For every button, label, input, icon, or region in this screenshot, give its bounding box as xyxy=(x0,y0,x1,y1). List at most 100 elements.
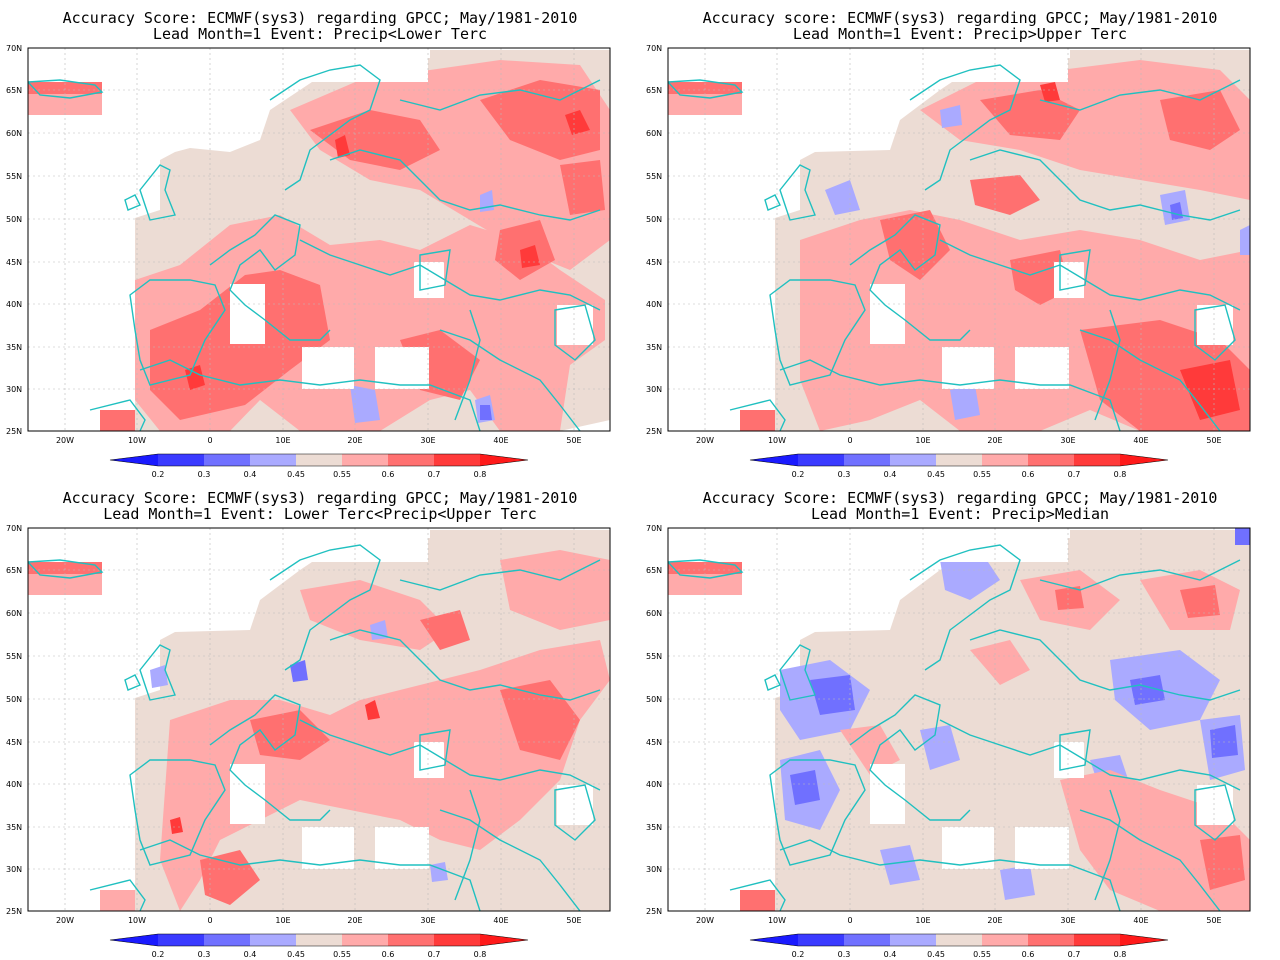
lat-label: 65N xyxy=(646,566,662,575)
lon-label: 50E xyxy=(1206,916,1221,925)
panel-subtitle: Lead Month=1 Event: Precip>Median xyxy=(810,505,1109,523)
colorbar-segment xyxy=(110,454,158,466)
map-frame xyxy=(27,47,611,432)
lon-label: 0 xyxy=(207,436,212,445)
map-panel-median: Accuracy Score: ECMWF(sys3) regarding GP… xyxy=(640,480,1280,960)
colorbar-segment xyxy=(982,454,1028,466)
lon-label: 10E xyxy=(275,436,290,445)
lat-label: 50N xyxy=(646,695,662,704)
lon-label: 20W xyxy=(696,436,714,445)
colorbar-segment xyxy=(1028,454,1074,466)
colorbar-segment xyxy=(110,934,158,946)
colorbar-segment xyxy=(480,934,528,946)
lat-label: 30N xyxy=(646,385,662,394)
lat-label: 70N xyxy=(646,44,662,53)
precip-score-field xyxy=(28,48,610,431)
coastlines xyxy=(668,544,1241,911)
lat-label: 70N xyxy=(6,524,22,533)
colorbar-tick: 0.45 xyxy=(927,470,945,479)
colorbar-tick: 0.8 xyxy=(1114,950,1127,959)
lon-label: 30E xyxy=(1060,436,1075,445)
colorbar-segment xyxy=(750,454,798,466)
colorbar-segment xyxy=(342,934,388,946)
colorbar-tick: 0.55 xyxy=(973,950,991,959)
colorbar-tick: 0.2 xyxy=(792,950,805,959)
graticule xyxy=(668,48,1250,431)
precip-score-field xyxy=(668,48,1250,431)
colorbar-tick: 0.2 xyxy=(792,470,805,479)
lon-label: 10W xyxy=(768,916,786,925)
colorbar-segment xyxy=(798,454,844,466)
precip-score-field xyxy=(28,528,610,911)
colorbar-segment xyxy=(1074,934,1120,946)
lon-label: 10W xyxy=(768,436,786,445)
lon-label: 10W xyxy=(128,436,146,445)
colorbar: 0.2 0.3 0.4 0.45 0.55 0.6 0.7 0.8 xyxy=(109,933,529,959)
lon-label: 50E xyxy=(566,436,581,445)
colorbar: 0.2 0.3 0.4 0.45 0.55 0.6 0.7 0.8 xyxy=(109,453,529,479)
panel-subtitle: Lead Month=1 Event: Precip>Upper Terc xyxy=(792,25,1128,43)
lon-axis-labels: 20W 10W 0 10E 20E 30E 40E 50E xyxy=(56,916,582,925)
lon-label: 50E xyxy=(1206,436,1221,445)
colorbar-segment xyxy=(434,934,480,946)
lat-label: 40N xyxy=(646,780,662,789)
lat-label: 50N xyxy=(646,215,662,224)
lat-label: 25N xyxy=(6,427,22,436)
lon-label: 10E xyxy=(275,916,290,925)
graticule xyxy=(668,528,1250,911)
lat-label: 70N xyxy=(646,524,662,533)
lat-label: 60N xyxy=(646,609,662,618)
lon-axis-labels: 20W 10W 0 10E 20E 30E 40E 50E xyxy=(56,436,582,445)
lat-axis-labels: 70N 65N 60N 55N 50N 45N 40N 35N 30N 25N xyxy=(646,524,662,916)
lon-label: 50E xyxy=(566,916,581,925)
colorbar-tick: 0.45 xyxy=(287,950,305,959)
lat-label: 50N xyxy=(6,215,22,224)
lat-label: 45N xyxy=(6,738,22,747)
colorbar-tick: 0.3 xyxy=(838,950,851,959)
panel-title: Accuracy Score: ECMWF(sys3) regarding GP… xyxy=(62,9,578,27)
lon-label: 20E xyxy=(987,916,1002,925)
colorbar-tick: 0.7 xyxy=(428,470,441,479)
colorbar-segment xyxy=(204,934,250,946)
lat-label: 55N xyxy=(6,172,22,181)
colorbar-segment xyxy=(844,454,890,466)
lon-label: 10W xyxy=(128,916,146,925)
lat-label: 50N xyxy=(6,695,22,704)
lon-label: 30E xyxy=(420,916,435,925)
colorbar: 0.2 0.3 0.4 0.45 0.55 0.6 0.7 0.8 xyxy=(749,933,1169,959)
lat-label: 40N xyxy=(6,300,22,309)
lon-label: 0 xyxy=(847,436,852,445)
colorbar-tick: 0.3 xyxy=(838,470,851,479)
colorbar-segment xyxy=(296,934,342,946)
colorbar-segment xyxy=(1074,454,1120,466)
lat-label: 30N xyxy=(6,385,22,394)
lat-label: 45N xyxy=(646,258,662,267)
colorbar-segment xyxy=(798,934,844,946)
lat-label: 40N xyxy=(646,300,662,309)
colorbar-segment xyxy=(480,454,528,466)
lat-label: 25N xyxy=(646,427,662,436)
lon-axis-labels: 20W 10W 0 10E 20E 30E 40E 50E xyxy=(696,916,1222,925)
colorbar-tick: 0.4 xyxy=(884,950,897,959)
colorbar-tick: 0.55 xyxy=(973,470,991,479)
map-plot: 70N 65N 60N 55N 50N 45N 40N 35N 30N 25N … xyxy=(6,524,611,925)
lat-label: 65N xyxy=(646,86,662,95)
colorbar-tick: 0.6 xyxy=(382,470,395,479)
lat-label: 70N xyxy=(6,44,22,53)
lat-label: 25N xyxy=(6,907,22,916)
colorbar-tick: 0.7 xyxy=(1068,470,1081,479)
lat-label: 35N xyxy=(646,343,662,352)
colorbar-segment xyxy=(982,934,1028,946)
colorbar-segment xyxy=(296,454,342,466)
colorbar-tick: 0.4 xyxy=(244,470,257,479)
map-panel-lower-tercile: Accuracy Score: ECMWF(sys3) regarding GP… xyxy=(0,0,640,480)
colorbar-tick: 0.4 xyxy=(884,470,897,479)
map-panel-upper-tercile: Accuracy score: ECMWF(sys3) regarding GP… xyxy=(640,0,1280,480)
colorbar-tick: 0.7 xyxy=(1068,950,1081,959)
lat-label: 60N xyxy=(646,129,662,138)
panel-title: Accuracy Score: ECMWF(sys3) regarding GP… xyxy=(702,489,1218,507)
colorbar-tick: 0.8 xyxy=(474,950,487,959)
colorbar-tick: 0.2 xyxy=(152,470,165,479)
lat-label: 30N xyxy=(6,865,22,874)
lat-label: 55N xyxy=(6,652,22,661)
